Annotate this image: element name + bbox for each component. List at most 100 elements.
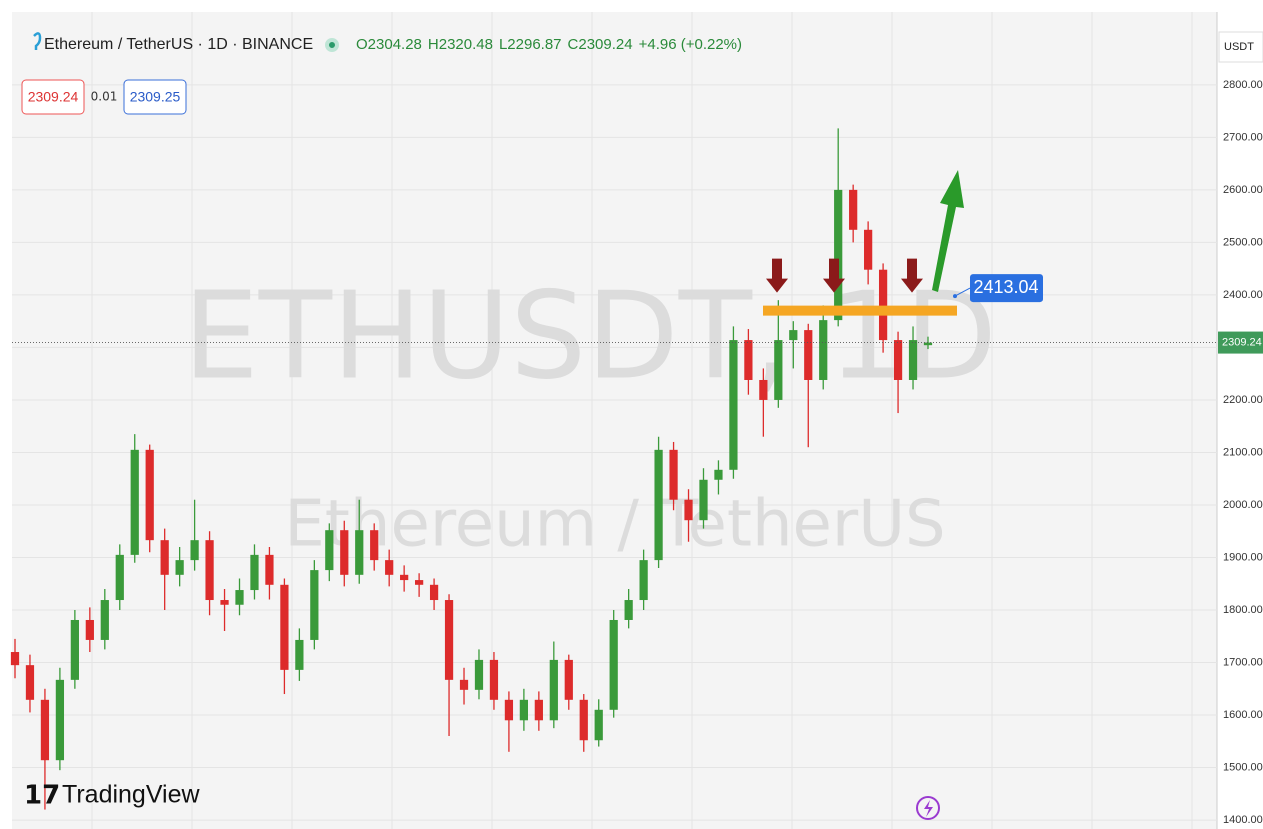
y-tick-label: 1700.00 (1223, 656, 1263, 668)
candle-body (414, 580, 424, 585)
y-tick-label: 1800.00 (1223, 604, 1263, 616)
down-arrow (766, 258, 788, 293)
candle-body (729, 340, 738, 470)
candle-body (834, 189, 843, 321)
y-tick-label: 2700.00 (1223, 131, 1263, 143)
candle-body (370, 530, 379, 561)
candle-body (340, 530, 349, 575)
bid-price: 2309.24 (28, 89, 79, 105)
ask-price: 2309.25 (130, 89, 181, 105)
ask-box[interactable] (123, 79, 187, 115)
candle-body (549, 659, 558, 721)
market-status (325, 38, 339, 52)
y-tick-label: 1400.00 (1223, 814, 1263, 826)
y-tick-label: 1900.00 (1223, 551, 1263, 563)
candle-body (100, 600, 109, 640)
bid-box[interactable] (21, 79, 85, 115)
candle-body (235, 590, 244, 605)
candle-body (594, 709, 603, 741)
candle-body (250, 554, 259, 591)
candle-body (564, 659, 573, 700)
candle-body (774, 340, 783, 400)
candle-body (459, 679, 469, 690)
y-tick-label: 1500.00 (1223, 761, 1263, 773)
target-dot (953, 294, 957, 299)
watermark: ETHUSDT, 1D (183, 268, 997, 407)
lightning-icon (924, 800, 933, 817)
candle-body (744, 340, 753, 380)
candle-body (669, 449, 678, 500)
lightning-button[interactable] (916, 796, 940, 820)
candle-body (205, 540, 214, 601)
candle-body (175, 560, 184, 575)
candle-body (534, 699, 543, 721)
candle-body (923, 342, 933, 346)
y-tick-label: 2500.00 (1223, 236, 1263, 248)
y-tick-label: 2600.00 (1223, 184, 1263, 196)
candle-body (789, 330, 798, 341)
candle-body (265, 554, 274, 585)
candle-body (355, 530, 364, 575)
currency: USDT (1224, 41, 1254, 53)
candle-body (280, 584, 289, 670)
y-tick-label: 2400.00 (1223, 289, 1263, 301)
candle-body (10, 652, 20, 666)
ohlc-value: O2304.28 (356, 36, 422, 53)
candle-body (145, 449, 154, 541)
up-arrow (932, 170, 964, 292)
candle-body (878, 269, 888, 341)
candle-body (70, 619, 79, 680)
candle-body (654, 449, 663, 561)
candle-body (160, 540, 169, 575)
candle-body (714, 469, 723, 480)
current-price-label: 2309.24 (1222, 336, 1262, 348)
candle-body (115, 554, 124, 601)
chart-title: Ethereum / TetherUS · 1D · BINANCE (44, 36, 313, 53)
candle-body (908, 340, 918, 380)
y-tick-label: 2800.00 (1223, 79, 1263, 91)
candle-body (310, 570, 319, 640)
candle-body (220, 600, 229, 605)
candle-body (489, 659, 499, 700)
watermark: Ethereum / TetherUS (284, 488, 945, 562)
y-tick-label: 1600.00 (1223, 709, 1263, 721)
spread: 0.01 (91, 90, 118, 104)
candle-body (699, 479, 708, 521)
candle-body (819, 320, 828, 380)
candle-body (25, 665, 35, 700)
target-connector (954, 287, 971, 297)
candle-body (609, 619, 618, 710)
ohlc-value: H2320.48 (428, 36, 493, 53)
candle-body (400, 574, 409, 581)
candle-body (55, 679, 65, 761)
candle-body (864, 229, 873, 270)
candle-body (849, 189, 858, 230)
candle-body (519, 699, 529, 721)
y-tick-label: 2200.00 (1223, 394, 1263, 406)
candle-body (85, 619, 94, 640)
candle-body (579, 699, 588, 741)
brand-logo: 17 (24, 781, 60, 811)
ohlc-value: +4.96 (+0.22%) (639, 36, 742, 53)
target-box (970, 274, 1043, 303)
candle-body (444, 600, 454, 680)
down-arrow (823, 258, 845, 293)
candle-body (804, 330, 813, 380)
ohlc-value: L2296.87 (499, 36, 562, 53)
current-price-tag (1218, 331, 1263, 354)
candle-body (429, 584, 439, 601)
candle-body (295, 639, 304, 670)
candle-body (190, 540, 199, 561)
brand: TradingView (62, 781, 201, 809)
candle-body (130, 449, 139, 555)
candle-body (684, 499, 693, 521)
target-label: 2413.04 (973, 277, 1038, 297)
price-axis-background (1217, 12, 1263, 829)
down-arrow (901, 258, 923, 293)
y-tick-label: 2000.00 (1223, 499, 1263, 511)
candle-body (893, 340, 903, 380)
candle-body (474, 659, 484, 690)
currency-button[interactable] (1218, 31, 1263, 63)
candle-body (624, 600, 633, 620)
